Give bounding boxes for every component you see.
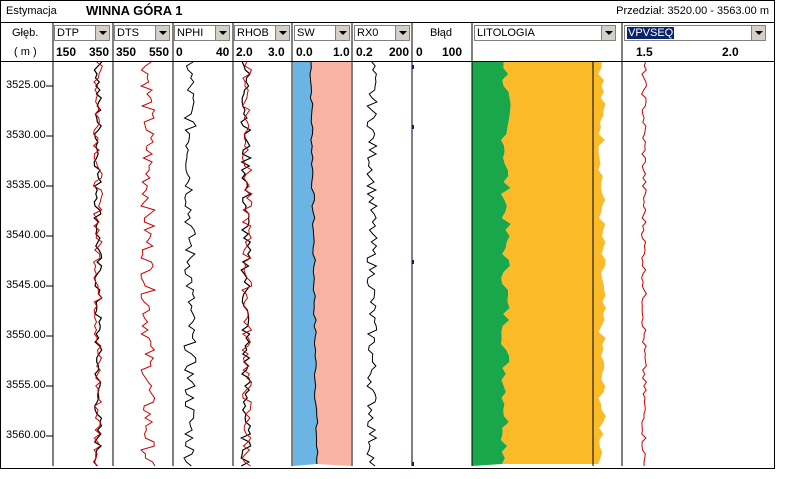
- track-selector-dtp[interactable]: DTP: [54, 25, 110, 41]
- error-marker: [412, 65, 414, 69]
- scale-min-sw: 0.0: [296, 45, 313, 59]
- scale-min-vpvseq: 1.5: [636, 45, 653, 59]
- track-selector-rx0[interactable]: RX0: [354, 25, 410, 41]
- lithology-sand-fill: [501, 62, 606, 464]
- depth-unit-label: ( m ): [14, 46, 37, 58]
- rhob-curve-red: [241, 61, 253, 467]
- chevron-down-icon[interactable]: [751, 26, 765, 40]
- track-selector-sw[interactable]: SW: [294, 25, 350, 41]
- depth-label: 3540.00: [6, 229, 46, 241]
- window-edge: [776, 0, 792, 479]
- track-selector-nphi[interactable]: NPHI: [174, 25, 230, 41]
- scale-max-sw: 1.0: [333, 45, 350, 59]
- depth-header-label: Głęb.: [12, 27, 39, 39]
- chevron-down-icon[interactable]: [275, 26, 289, 40]
- chevron-down-icon[interactable]: [155, 26, 169, 40]
- error-marker: [412, 462, 414, 466]
- depth-label: 3530.00: [6, 129, 46, 141]
- lithology-shale-fill: [472, 62, 511, 466]
- vpvseq-curve: [640, 61, 648, 467]
- scale-min-dts: 350: [116, 45, 137, 59]
- chevron-down-icon[interactable]: [601, 26, 615, 40]
- well-name: WINNA GÓRA 1: [86, 3, 183, 18]
- dts-curve: [139, 61, 157, 467]
- error-marker: [412, 125, 414, 129]
- track-selector-vpvseq[interactable]: VPVSEQ: [624, 25, 766, 41]
- dtp-curve-red: [92, 61, 104, 467]
- scale-max-rx0: 200: [389, 45, 410, 59]
- header-divider: [1, 61, 774, 62]
- error-marker: [412, 260, 414, 264]
- chevron-down-icon[interactable]: [95, 26, 109, 40]
- rhob-curve-black: [239, 61, 253, 467]
- scale-max-dtp: 350: [89, 45, 110, 59]
- scale-max-dts: 550: [149, 45, 170, 59]
- track-selector-dts[interactable]: DTS: [114, 25, 170, 41]
- scale-max-rhob: 3.0: [268, 45, 285, 59]
- log-tracks-canvas: [46, 22, 648, 467]
- scale-max-nphi: 40: [216, 45, 230, 59]
- scale-max-vpvseq: 2.0: [722, 45, 739, 59]
- chevron-down-icon[interactable]: [215, 26, 229, 40]
- track-selector-rhob[interactable]: RHOB: [234, 25, 290, 41]
- track-selector-litologia[interactable]: LITOLOGIA: [474, 25, 616, 41]
- nphi-curve: [183, 61, 197, 467]
- scale-min-nphi: 0: [176, 45, 183, 59]
- depth-label: 3525.00: [6, 79, 46, 91]
- depth-label: 3535.00: [6, 179, 46, 191]
- scale-min-rx0: 0.2: [356, 45, 373, 59]
- interval-label: Przedział: 3520.00 - 3563.00 m: [616, 5, 769, 17]
- depth-label: 3560.00: [6, 429, 46, 441]
- title-divider: [1, 22, 774, 23]
- depth-label: 3555.00: [6, 379, 46, 391]
- title-bar: Estymacja WINNA GÓRA 1 Przedział: 3520.0…: [0, 2, 773, 20]
- sw-hydrocarbon-fill: [310, 62, 351, 466]
- mode-label: Estymacja: [6, 5, 57, 17]
- chevron-down-icon[interactable]: [395, 26, 409, 40]
- track-name-blad: Błąd: [430, 27, 453, 39]
- scale-min-dtp: 150: [56, 45, 77, 59]
- sw-curve: [309, 61, 319, 465]
- depth-label: 3550.00: [6, 329, 46, 341]
- chevron-down-icon[interactable]: [335, 26, 349, 40]
- rx0-curve: [366, 61, 378, 467]
- scale-min-rhob: 2.0: [236, 45, 253, 59]
- depth-label: 3545.00: [6, 279, 46, 291]
- scale-max-blad: 100: [442, 45, 463, 59]
- scale-min-blad: 0: [416, 45, 423, 59]
